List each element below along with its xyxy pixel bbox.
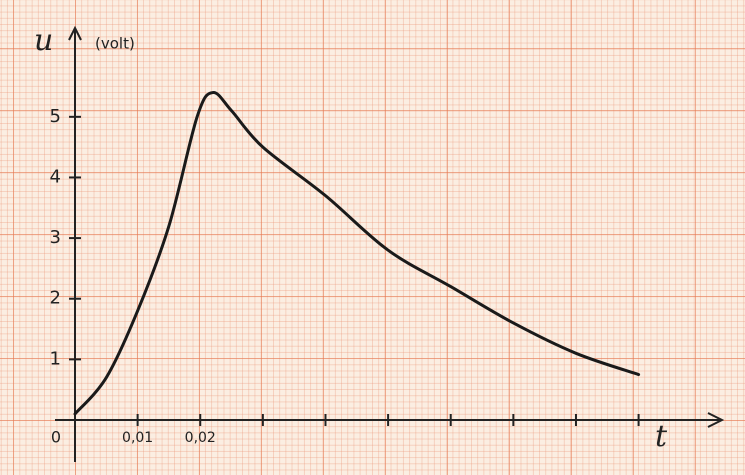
x-tick-label: 0,02 — [185, 430, 216, 446]
y-unit: (volt) — [95, 35, 135, 53]
y-tick-label: 3 — [50, 227, 61, 248]
y-arrow — [68, 25, 82, 41]
x-tick-label: 0 — [51, 428, 61, 447]
curve — [73, 91, 641, 416]
x-tick-label: 0,01 — [122, 430, 153, 446]
y-tick-label: 2 — [50, 288, 61, 309]
y-tick-label: 1 — [50, 348, 61, 369]
x-arrow — [707, 412, 725, 428]
y-tick-label: 5 — [50, 106, 61, 127]
y-axis-label: u — [34, 23, 53, 58]
y-tick-label: 4 — [50, 166, 61, 187]
x-axis-label: t — [655, 419, 668, 454]
